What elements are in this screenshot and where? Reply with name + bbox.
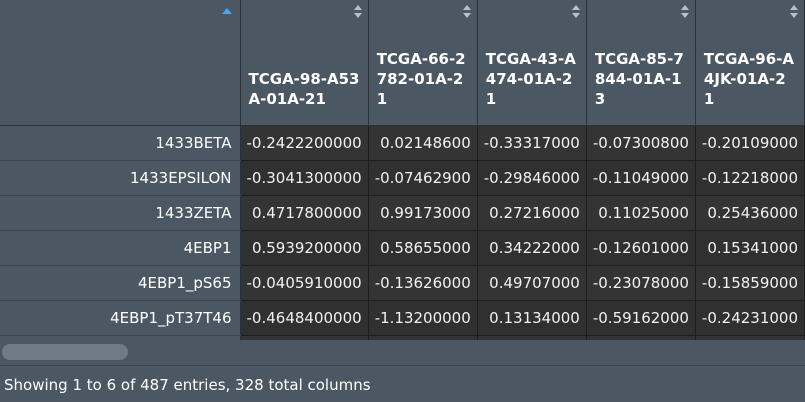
table-row: 1433BETA -0.2422200000 0.02148600 -0.333… <box>0 125 805 161</box>
table-cell: 0.5939200000 <box>240 230 369 266</box>
scrollbar-thumb[interactable] <box>2 344 128 360</box>
row-name: 4EBP1 <box>0 230 241 266</box>
row-name: 1433ZETA <box>0 195 241 231</box>
table-cell <box>695 335 805 340</box>
table-row: 4EBP1_pS65 -0.0405910000 -0.13626000 0.4… <box>0 265 805 301</box>
table-row: 1433ZETA 0.4717800000 0.99173000 0.27216… <box>0 195 805 231</box>
column-header[interactable]: TCGA-66-2782-01A-21 <box>368 0 478 126</box>
table-cell: -0.07300800 <box>586 125 696 161</box>
sort-icon <box>680 5 689 19</box>
column-header-label: TCGA-96-A4JK-01A-21 <box>703 49 795 108</box>
header-row: TCGA-98-A53A-01A-21 TCGA-66-2782-01A-21 … <box>0 0 805 126</box>
table-cell <box>586 335 696 340</box>
table-cell: -0.12218000 <box>695 160 805 196</box>
table-row: 4EBP1_pT37T46 -0.4648400000 -1.13200000 … <box>0 300 805 336</box>
table-cell <box>477 335 587 340</box>
column-header[interactable]: TCGA-96-A4JK-01A-21 <box>695 0 805 126</box>
table-row: 4EBP1 0.5939200000 0.58655000 0.34222000… <box>0 230 805 266</box>
row-name: 4EBP1_pS65 <box>0 265 241 301</box>
table-cell: 0.13134000 <box>477 300 587 336</box>
table-cell: 0.15341000 <box>695 230 805 266</box>
table-cell: 0.25436000 <box>695 195 805 231</box>
row-name: 4EBP1_pT37T46 <box>0 300 241 336</box>
table-row-partial <box>0 335 805 340</box>
row-name: 1433EPSILON <box>0 160 241 196</box>
row-name <box>0 335 241 340</box>
row-name: 1433BETA <box>0 125 241 161</box>
table-cell: -0.13626000 <box>368 265 478 301</box>
table-info: Showing 1 to 6 of 487 entries, 328 total… <box>4 376 371 394</box>
column-header[interactable]: TCGA-85-7844-01A-13 <box>586 0 696 126</box>
table-cell: -0.15859000 <box>695 265 805 301</box>
table-cell: -0.4648400000 <box>240 300 369 336</box>
table-cell: -0.20109000 <box>695 125 805 161</box>
table-cell: -0.29846000 <box>477 160 587 196</box>
horizontal-scrollbar[interactable] <box>0 340 805 366</box>
table-cell: -0.3041300000 <box>240 160 369 196</box>
sort-icon <box>571 5 580 19</box>
table-cell: 0.99173000 <box>368 195 478 231</box>
table-cell: -0.12601000 <box>586 230 696 266</box>
column-header[interactable]: TCGA-43-A474-01A-21 <box>477 0 587 126</box>
row-names-column-header[interactable] <box>0 0 241 126</box>
data-grid: TCGA-98-A53A-01A-21 TCGA-66-2782-01A-21 … <box>0 0 805 340</box>
sort-icon <box>790 5 798 19</box>
table-row: 1433EPSILON -0.3041300000 -0.07462900 -0… <box>0 160 805 196</box>
column-header[interactable]: TCGA-98-A53A-01A-21 <box>240 0 369 126</box>
table-cell: -0.11049000 <box>586 160 696 196</box>
table-cell: 0.34222000 <box>477 230 587 266</box>
table-cell <box>240 335 369 340</box>
table-cell: -0.0405910000 <box>240 265 369 301</box>
column-header-label: TCGA-85-7844-01A-13 <box>594 49 684 108</box>
table-cell: 0.49707000 <box>477 265 587 301</box>
table-cell: -0.2422200000 <box>240 125 369 161</box>
table-cell: -0.24231000 <box>695 300 805 336</box>
column-header-label: TCGA-66-2782-01A-21 <box>376 49 466 108</box>
column-header-label: TCGA-43-A474-01A-21 <box>485 49 576 108</box>
table-cell: 0.11025000 <box>586 195 696 231</box>
sort-ascending-icon <box>221 8 232 14</box>
sort-icon <box>353 5 362 19</box>
column-header-label: TCGA-98-A53A-01A-21 <box>248 69 360 108</box>
table-cell: -0.33317000 <box>477 125 587 161</box>
table-cell: 0.4717800000 <box>240 195 369 231</box>
table-cell: -0.59162000 <box>586 300 696 336</box>
data-table: TCGA-98-A53A-01A-21 TCGA-66-2782-01A-21 … <box>0 0 805 340</box>
table-cell: -1.13200000 <box>368 300 478 336</box>
table-cell: 0.27216000 <box>477 195 587 231</box>
table-cell: 0.58655000 <box>368 230 478 266</box>
table-cell <box>368 335 478 340</box>
table-cell: -0.23078000 <box>586 265 696 301</box>
table-cell: -0.07462900 <box>368 160 478 196</box>
table-cell: 0.02148600 <box>368 125 478 161</box>
sort-icon <box>462 5 471 19</box>
